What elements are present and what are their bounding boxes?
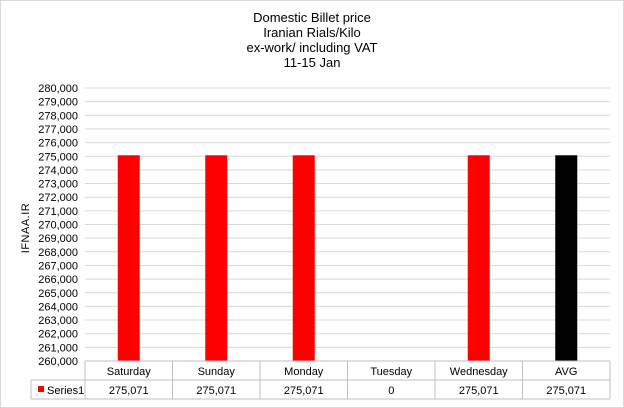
chart-title-line-3: ex-work/ including VAT <box>246 40 378 55</box>
y-tick-label: 261,000 <box>38 342 78 354</box>
y-tick-label: 269,000 <box>38 233 78 245</box>
y-tick-label: 280,000 <box>38 83 78 95</box>
chart-title-line-2: Iranian Rials/Kilo <box>263 25 361 40</box>
y-tick-label: 270,000 <box>38 220 78 232</box>
y-tick-label: 273,000 <box>38 179 78 191</box>
y-tick-label: 274,000 <box>38 165 78 177</box>
x-category-label: Tuesday <box>370 366 412 378</box>
data-table-value: 275,071 <box>284 385 324 397</box>
data-table-value: 275,071 <box>196 385 236 397</box>
y-tick-label: 265,000 <box>38 288 78 300</box>
bar <box>555 155 578 361</box>
y-tick-label: 278,000 <box>38 110 78 122</box>
x-category-label: Wednesday <box>450 366 508 378</box>
chart-title-line-4: 11-15 Jan <box>283 55 341 70</box>
y-tick-label: 279,000 <box>38 97 78 109</box>
data-table: Saturday 275,071 Sunday 275,071 Monday 275,07… <box>30 360 611 400</box>
series-name: Series1 <box>47 385 84 397</box>
y-tick-label: 262,000 <box>38 329 78 341</box>
y-tick-label: 263,000 <box>38 315 78 327</box>
data-table-value: 275,071 <box>546 385 586 397</box>
data-table-value: 275,071 <box>109 385 149 397</box>
x-category-label: Monday <box>284 366 324 378</box>
data-table-value: 275,071 <box>459 385 499 397</box>
bar <box>117 155 140 361</box>
y-tick-label: 266,000 <box>38 274 78 286</box>
y-tick-label: 267,000 <box>38 260 78 272</box>
y-tick-label: 264,000 <box>38 301 78 313</box>
bar <box>467 155 490 361</box>
bar <box>205 155 228 361</box>
y-tick-label: 268,000 <box>38 247 78 259</box>
x-category-label: Saturday <box>107 366 152 378</box>
y-tick-label: 272,000 <box>38 192 78 204</box>
chart-title-line-1: Domestic Billet price <box>253 10 371 25</box>
data-table-value: 0 <box>388 385 394 397</box>
x-category-label: AVG <box>555 366 577 378</box>
y-tick-label: 277,000 <box>38 124 78 136</box>
bars <box>117 155 578 361</box>
x-category-label: Sunday <box>198 366 236 378</box>
gridlines <box>85 87 610 348</box>
y-tick-label: 271,000 <box>38 206 78 218</box>
bar <box>292 155 315 361</box>
y-tick-label: 275,000 <box>38 151 78 163</box>
legend-key <box>38 386 44 392</box>
y-axis-label: IFNAA.IR <box>20 203 32 253</box>
y-tick-label: 260,000 <box>38 356 78 368</box>
chart-title: Domestic Billet price Iranian Rials/Kilo… <box>0 10 624 70</box>
y-tick-label: 276,000 <box>38 138 78 150</box>
